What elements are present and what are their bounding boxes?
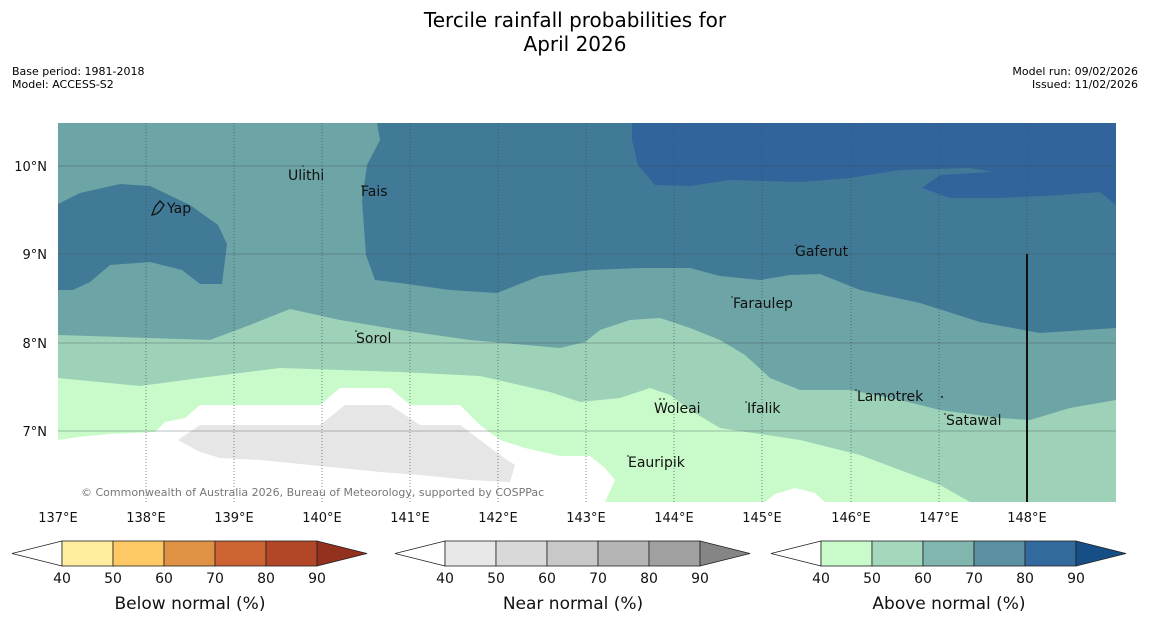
below-tick: 70	[206, 571, 224, 587]
above-70-80-region-yap	[58, 184, 227, 290]
below-tick: 50	[104, 571, 122, 587]
base-period-text: Base period: 1981-2018	[12, 65, 145, 78]
lat-axis-labels: 10°N 9°N 8°N 7°N	[14, 160, 47, 440]
lon-label: 138°E	[126, 511, 166, 526]
lon-label: 147°E	[919, 511, 959, 526]
below-swatch	[265, 540, 318, 567]
above-swatch	[871, 540, 924, 567]
place-labels: Yap Ulithi Fais Gaferut Faraulep Sorol W…	[166, 168, 1001, 471]
below-swatch	[112, 540, 165, 567]
meta-right: Model run: 09/02/2026 Issued: 11/02/2026	[1012, 65, 1138, 91]
lat-label: 8°N	[23, 337, 48, 352]
map-fill-layers	[58, 123, 1116, 502]
below-tick: 40	[53, 571, 71, 587]
near-swatch	[597, 540, 650, 567]
lon-axis-labels: 137°E 138°E 139°E 140°E 141°E 142°E 143°…	[38, 511, 1047, 526]
near-normal-label: Near normal (%)	[503, 594, 643, 614]
model-text: Model: ACCESS-S2	[12, 78, 114, 91]
near-swatch	[546, 540, 599, 567]
below-swatch	[61, 540, 114, 567]
lon-label: 137°E	[38, 511, 78, 526]
lat-label: 7°N	[23, 425, 48, 440]
below-swatch	[163, 540, 216, 567]
near-tick: 40	[436, 571, 454, 587]
near-tick: 50	[487, 571, 505, 587]
place-label-yap: Yap	[166, 201, 191, 217]
lon-label: 145°E	[742, 511, 782, 526]
below-tri-high	[316, 540, 368, 567]
place-label-gaferut: Gaferut	[795, 244, 849, 260]
above-tri-high	[1075, 540, 1127, 567]
above-tri-low	[770, 540, 822, 567]
above-tick: 70	[965, 571, 983, 587]
meta-left: Base period: 1981-2018 Model: ACCESS-S2	[12, 65, 144, 91]
below-swatch	[214, 540, 267, 567]
colorbar-near-normal: 40 50 60 70 80 90 Near normal (%)	[394, 540, 751, 614]
above-tick: 60	[914, 571, 932, 587]
below-tick: 60	[155, 571, 173, 587]
lon-label: 144°E	[654, 511, 694, 526]
above-swatch	[922, 540, 975, 567]
yap-island-outline	[150, 200, 165, 216]
place-label-woleai: Woleai	[654, 401, 701, 417]
above-swatch	[820, 540, 873, 567]
below-tri-low	[11, 540, 63, 567]
above-tick: 40	[812, 571, 830, 587]
near-swatch	[495, 540, 548, 567]
above-normal-label: Above normal (%)	[872, 594, 1025, 614]
above-80-90-region-top	[632, 123, 1116, 205]
below-tick: 80	[257, 571, 275, 587]
lon-label: 139°E	[214, 511, 254, 526]
place-label-fais: Fais	[361, 184, 388, 200]
copyright-text: © Commonwealth of Australia 2026, Bureau…	[81, 486, 544, 499]
below-normal-label: Below normal (%)	[115, 594, 266, 614]
model-run-text: Model run: 09/02/2026	[1012, 65, 1138, 78]
near-40-50-region	[178, 405, 515, 482]
place-label-faraulep: Faraulep	[733, 296, 793, 312]
lat-label: 10°N	[14, 160, 47, 175]
near-swatch	[444, 540, 497, 567]
above-tick: 90	[1067, 571, 1085, 587]
near-tri-high	[699, 540, 751, 567]
lat-label: 9°N	[23, 248, 48, 263]
above-swatch	[1024, 540, 1077, 567]
above-tick: 50	[863, 571, 881, 587]
lon-label: 141°E	[390, 511, 430, 526]
near-tick: 70	[589, 571, 607, 587]
below-tick: 90	[308, 571, 326, 587]
near-tick: 80	[640, 571, 658, 587]
lon-label: 140°E	[302, 511, 342, 526]
place-label-lamotrek: Lamotrek	[857, 389, 924, 405]
white-patch-east	[765, 488, 825, 502]
near-tick: 60	[538, 571, 556, 587]
place-label-sorol: Sorol	[356, 331, 391, 347]
lon-label: 142°E	[478, 511, 518, 526]
island-dots	[302, 165, 946, 457]
chart-title: Tercile rainfall probabilities for April…	[0, 8, 1150, 56]
issued-text: Issued: 11/02/2026	[1031, 78, 1138, 91]
place-label-eauripik: Eauripik	[628, 455, 686, 471]
place-label-satawal: Satawal	[946, 413, 1001, 429]
lon-label: 148°E	[1007, 511, 1047, 526]
lon-label: 146°E	[831, 511, 871, 526]
colorbar-below-normal: 40 50 60 70 80 90 Below normal (%)	[11, 540, 368, 614]
place-label-ulithi: Ulithi	[288, 168, 324, 184]
near-tick: 90	[691, 571, 709, 587]
place-label-ifalik: Ifalik	[747, 401, 781, 417]
near-tri-low	[394, 540, 446, 567]
above-swatch	[973, 540, 1026, 567]
above-70-80-region-main	[362, 123, 1116, 333]
colorbar-above-normal: 40 50 60 70 80 90 Above normal (%)	[770, 540, 1127, 614]
above-80-90-region-right	[922, 123, 1116, 205]
title-line-2: April 2026	[523, 32, 627, 56]
lon-label: 143°E	[566, 511, 606, 526]
above-tick: 80	[1016, 571, 1034, 587]
title-line-1: Tercile rainfall probabilities for	[423, 8, 727, 32]
near-swatch	[648, 540, 701, 567]
